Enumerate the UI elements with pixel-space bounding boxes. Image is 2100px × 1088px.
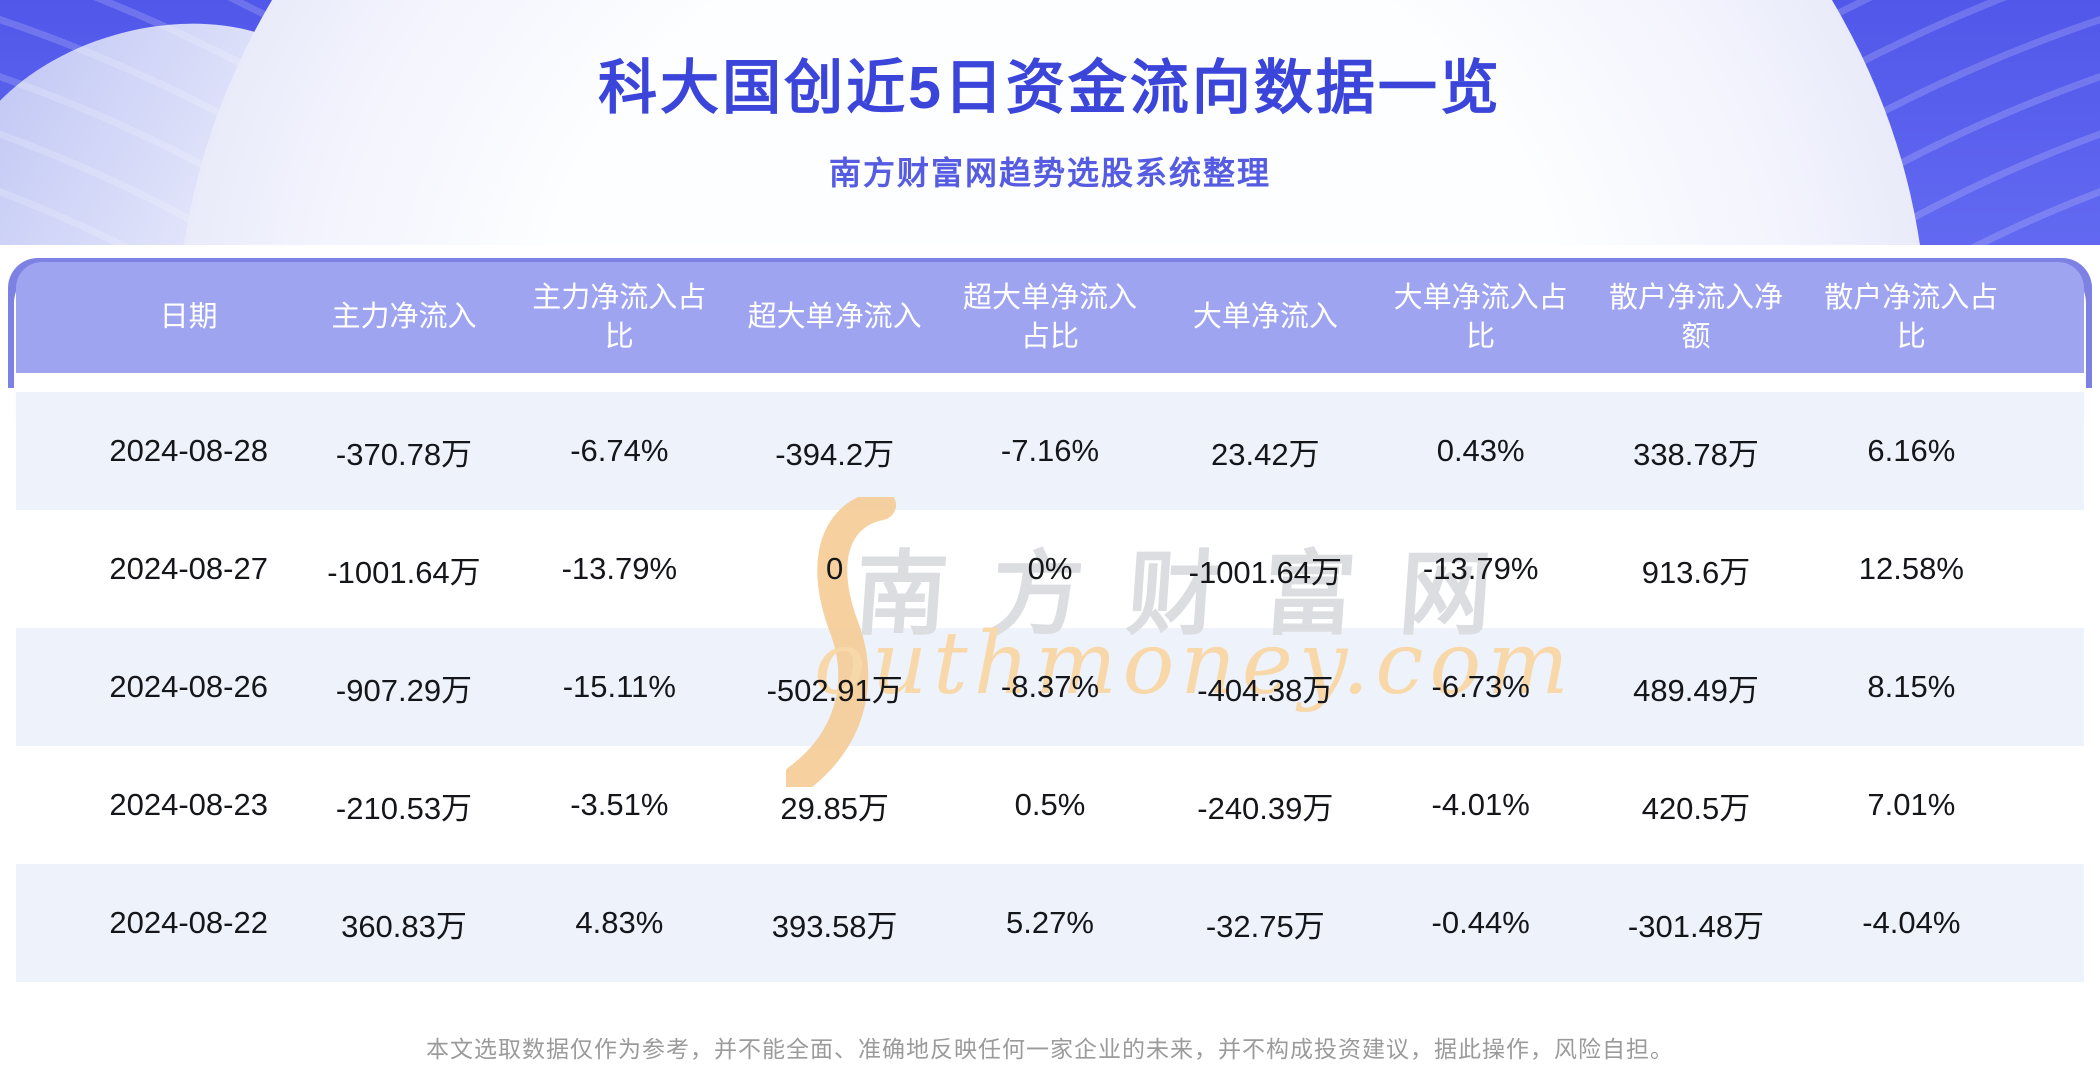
table-cell: 338.78万 [1633,436,1759,472]
header-cell: 主力净流入 [331,301,477,334]
table-row: 2024-08-23 -210.53万 -3.51% 29.85万 0.5% -240.3… [16,746,2084,864]
table-cell: 2024-08-22 [109,905,268,940]
table-cell: 0 [826,551,844,586]
table-cell: -4.04% [1862,905,1961,940]
table-cell: -502.91万 [766,672,903,708]
table-cell: -1001.64万 [1188,554,1343,590]
table-cell: -13.79% [1422,551,1539,586]
table-cell: 8.15% [1867,669,1956,704]
header-cell: 散户净流入占比 [1824,282,1999,353]
table-cell: 0.5% [1014,787,1086,822]
table-cell: 0.43% [1436,433,1525,468]
table-cell: 420.5万 [1641,790,1751,826]
table-cell: 2024-08-28 [109,433,268,468]
table-cell: -4.01% [1431,787,1530,822]
table-cell: -15.11% [562,669,676,704]
table-cell: -8.37% [1000,669,1100,704]
table-cell: 7.01% [1867,787,1956,822]
table-cell: 0% [1027,551,1073,586]
table-cell: 360.83万 [341,908,467,944]
table-cell: 5.27% [1006,905,1094,940]
table-cell: -301.48万 [1627,908,1765,944]
table-cell: 393.58万 [771,908,898,944]
table-row: 2024-08-27 -1001.64万 -13.79% 0 0% -1001.64万 -1… [16,510,2084,628]
table-cell: 4.83% [575,905,664,940]
table-cell: -3.51% [570,787,669,822]
page-subtitle: 南方财富网趋势选股系统整理 [828,155,1271,191]
table-cell: -6.74% [570,433,669,468]
fund-flow-table: 日期 主力净流入 主力净流入占比 超大单净流入 超大单净流入占比 大单净流入 大单净流入占比… [16,262,2084,982]
header-cell: 大单净流入占比 [1393,282,1568,353]
disclaimer-text: 本文选取数据仅作为参考，并不能全面、准确地反映任何一家企业的未来，并不构成投资建… [426,1036,1674,1062]
table-row: 2024-08-28 -370.78万 -6.74% -394.2万 -7.16% 23.… [16,392,2084,510]
table-cell: 2024-08-23 [109,787,268,822]
table-cell: 23.42万 [1211,436,1320,472]
header-cell: 主力净流入占比 [532,282,707,353]
page-title: 科大国创近5日资金流向数据一览 [598,55,1502,121]
table-cell: -907.29万 [335,672,473,708]
table-cell: -394.2万 [775,436,895,472]
table-body: 2024-08-28 -370.78万 -6.74% -394.2万 -7.16% 23.… [16,392,2084,982]
table-cell: 913.6万 [1641,554,1751,590]
table-row: 2024-08-26 -907.29万 -15.11% -502.91万 -8.37% -… [16,628,2084,746]
table-row: 2024-08-22 360.83万 4.83% 393.58万 5.27% -32.75… [16,864,2084,982]
table-cell: -7.16% [1000,433,1100,468]
table-cell: -1001.64万 [327,554,481,590]
header-cell: 超大单净流入占比 [962,282,1137,353]
content: 日期 主力净流入 主力净流入占比 超大单净流入 超大单净流入占比 大单净流入 大单净流入占比… [0,258,2100,1064]
table-cell: 2024-08-27 [109,551,268,586]
table-cell: -6.73% [1431,669,1530,704]
table-cell: -370.78万 [335,436,473,472]
table-cell: 489.49万 [1633,672,1759,708]
table-header-row: 日期 主力净流入 主力净流入占比 超大单净流入 超大单净流入占比 大单净流入 大单净流入占比… [16,262,2084,373]
table-cell: 12.58% [1858,551,1964,586]
header-cell: 散户净流入净额 [1608,282,1783,353]
table-spacer [16,373,2084,392]
table-cell: -210.53万 [335,790,473,826]
table-cell: -240.39万 [1197,790,1334,826]
table-cell: 6.16% [1867,433,1956,468]
table-cell: -0.44% [1431,905,1530,940]
table-cell: 29.85万 [780,790,889,826]
header-cell: 日期 [159,301,218,334]
header-cell: 大单净流入 [1192,301,1338,334]
table-cell: 2024-08-26 [109,669,268,704]
hero-banner: 科大国创近5日资金流向数据一览 南方财富网趋势选股系统整理 [0,0,2100,245]
header-cell: 超大单净流入 [747,301,922,334]
table-cell: -32.75万 [1205,908,1325,944]
table-cell: -404.38万 [1197,672,1334,708]
table-cell: -13.79% [561,551,678,586]
decor-blob [177,0,1927,245]
